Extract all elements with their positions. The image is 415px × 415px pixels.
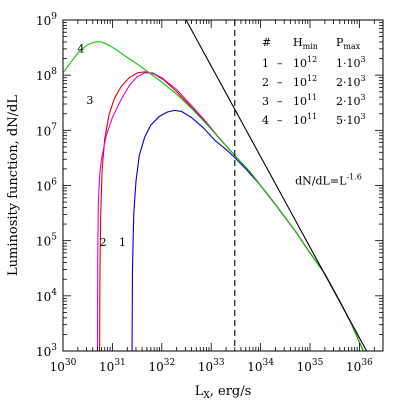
series-label-2: 2 (100, 236, 107, 249)
legend-row-pmax: 2·103 (336, 93, 366, 108)
y-tick-label: 109 (36, 12, 57, 28)
y-tick-label: 105 (36, 233, 57, 249)
legend-row-pmax: 2·103 (336, 74, 366, 89)
labels-layer: 12 3 4 dN/dL=L-1.6 1030 1031 1032 1033 1034 1035 1… (6, 12, 373, 401)
legend-row-hmin: 1011 (293, 93, 317, 108)
power-law-label: dN/dL=L-1.6 (295, 172, 362, 187)
y-tick-label: 104 (36, 288, 57, 304)
series-line-3 (96, 72, 364, 351)
series-line-4 (63, 41, 364, 351)
legend-row-num: 3– (262, 95, 283, 108)
legend-row-hmin: 1012 (293, 55, 317, 70)
legend-header-2: Pmax (336, 36, 361, 51)
marks-layer (185, 20, 368, 351)
curves-layer (63, 41, 364, 351)
series-line-1 (131, 109, 364, 351)
x-tick-label: 1032 (148, 358, 175, 374)
x-tick-label: 1035 (297, 358, 324, 374)
legend-row-num: 4– (262, 114, 283, 127)
x-tick-label: 1036 (346, 358, 373, 374)
legend-header-0: # (262, 36, 271, 49)
y-axis-label: Luminosity function, dN/dL (6, 95, 21, 276)
series-label-4: 4 (77, 42, 84, 55)
legend-row-num: 1– (262, 57, 283, 70)
series-label-3: 3 (86, 94, 93, 107)
series-line-2 (99, 71, 364, 351)
x-axis-label: LX, erg/s (195, 384, 252, 401)
legend-row-hmin: 1011 (293, 112, 317, 127)
legend-row-num: 2– (262, 76, 283, 89)
y-tick-label: 106 (36, 178, 57, 194)
legend-row-pmax: 1·103 (336, 55, 366, 70)
legend-header-1: Hmin (293, 36, 318, 51)
y-tick-label: 108 (36, 67, 57, 83)
series-label-1: 1 (119, 236, 126, 249)
y-tick-label: 107 (36, 122, 57, 138)
legend-row-pmax: 5·103 (336, 112, 366, 127)
x-tick-label: 1031 (99, 358, 126, 374)
ticks-layer (62, 19, 384, 352)
x-tick-label: 1033 (198, 358, 225, 374)
x-tick-label: 1034 (247, 358, 274, 374)
y-tick-label: 103 (36, 343, 57, 359)
legend-row-hmin: 1012 (293, 74, 317, 89)
x-tick-label: 1030 (50, 358, 77, 374)
power-law-line (185, 20, 368, 351)
